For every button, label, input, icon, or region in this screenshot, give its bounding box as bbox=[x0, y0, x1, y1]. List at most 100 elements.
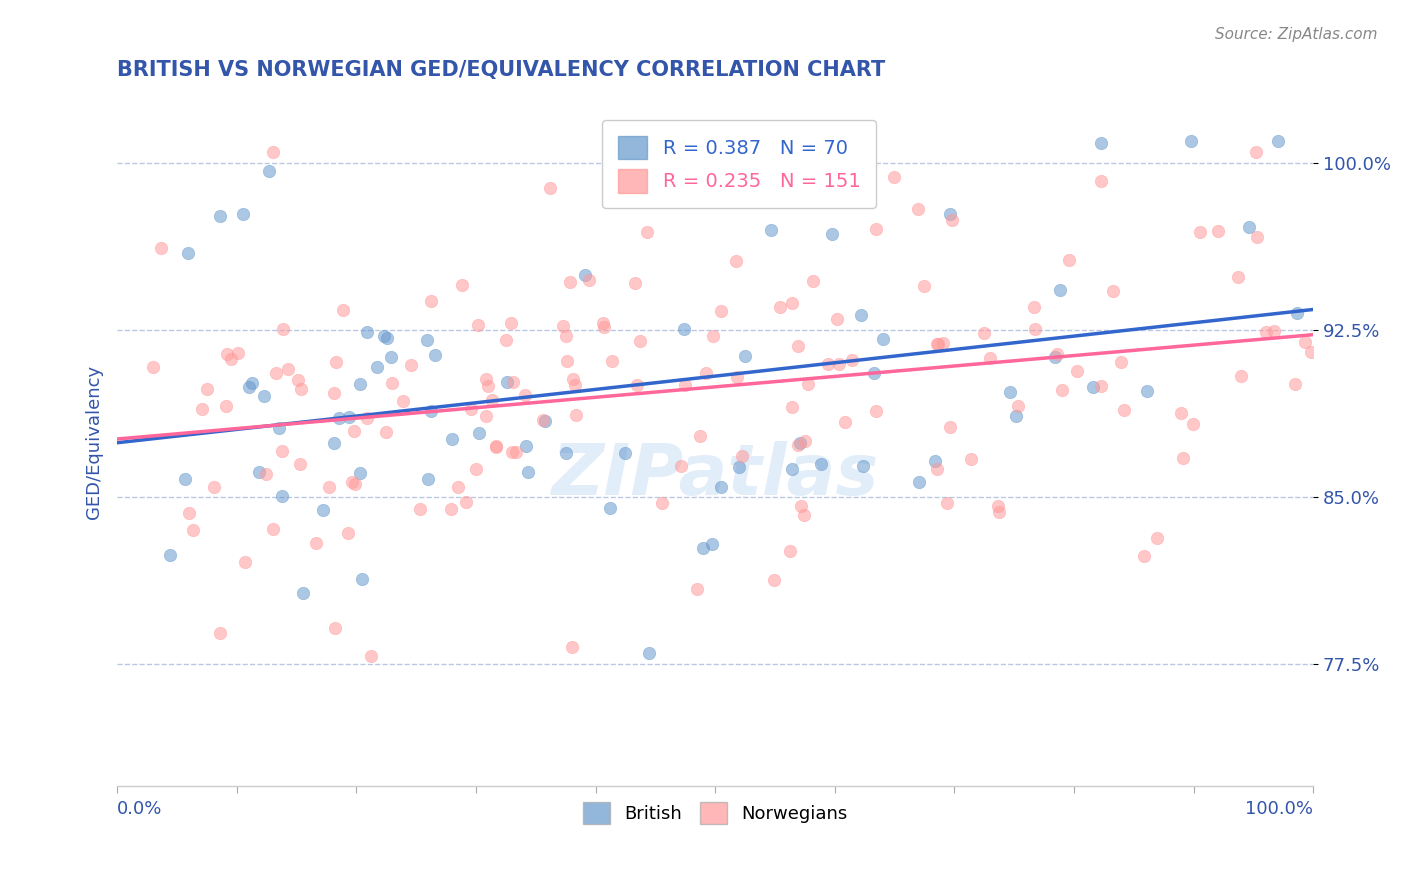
Point bbox=[790, 499, 813, 513]
Point bbox=[863, 367, 886, 381]
Point bbox=[501, 444, 523, 458]
Point bbox=[554, 329, 576, 343]
Point bbox=[1050, 384, 1073, 398]
Point bbox=[287, 373, 309, 387]
Point bbox=[183, 523, 205, 537]
Point bbox=[325, 355, 347, 369]
Point bbox=[290, 382, 312, 396]
Y-axis label: GED/Equivalency: GED/Equivalency bbox=[86, 365, 103, 518]
Point bbox=[271, 489, 294, 503]
Point bbox=[322, 386, 344, 401]
Point bbox=[446, 480, 468, 494]
Point bbox=[373, 329, 395, 343]
Point bbox=[495, 333, 517, 347]
Point bbox=[673, 378, 696, 392]
Point bbox=[232, 207, 254, 221]
Point bbox=[936, 496, 959, 510]
Point bbox=[159, 549, 181, 563]
Point bbox=[208, 626, 231, 640]
Point bbox=[782, 296, 804, 310]
Point bbox=[728, 460, 751, 475]
Point bbox=[195, 382, 218, 396]
Point bbox=[702, 537, 724, 551]
Point bbox=[501, 316, 523, 330]
Point bbox=[673, 321, 696, 335]
Point bbox=[925, 462, 948, 476]
Point bbox=[533, 413, 555, 427]
Point bbox=[1066, 364, 1088, 378]
Point bbox=[254, 467, 277, 481]
Point bbox=[366, 360, 388, 375]
Point bbox=[505, 444, 527, 458]
Point bbox=[780, 462, 803, 476]
Point bbox=[1043, 351, 1066, 365]
Point bbox=[380, 350, 402, 364]
Point bbox=[214, 399, 236, 413]
Point bbox=[628, 334, 651, 348]
Point bbox=[1237, 220, 1260, 235]
Point bbox=[562, 371, 585, 385]
Point bbox=[553, 318, 575, 333]
Point bbox=[1024, 322, 1046, 336]
Point bbox=[797, 376, 820, 391]
Point bbox=[1254, 325, 1277, 339]
Point bbox=[638, 646, 661, 660]
Point bbox=[454, 495, 477, 509]
Point bbox=[695, 366, 717, 380]
Point bbox=[1171, 451, 1194, 466]
Point bbox=[1057, 252, 1080, 267]
Point bbox=[502, 376, 524, 390]
Point bbox=[305, 536, 328, 550]
Point bbox=[515, 439, 537, 453]
Point bbox=[841, 353, 863, 368]
Point bbox=[793, 508, 815, 522]
Point bbox=[849, 308, 872, 322]
Point bbox=[801, 274, 824, 288]
Point bbox=[592, 316, 614, 330]
Point bbox=[779, 544, 801, 558]
Point bbox=[356, 325, 378, 339]
Point bbox=[613, 445, 636, 459]
Point bbox=[865, 221, 887, 235]
Point bbox=[692, 541, 714, 555]
Text: 100.0%: 100.0% bbox=[1246, 800, 1313, 818]
Point bbox=[262, 145, 284, 159]
Point bbox=[356, 410, 378, 425]
Point bbox=[173, 473, 195, 487]
Point bbox=[1109, 354, 1132, 368]
Point bbox=[578, 272, 600, 286]
Point bbox=[1090, 379, 1112, 393]
Point bbox=[671, 459, 693, 474]
Point bbox=[786, 438, 808, 452]
Point bbox=[377, 331, 399, 345]
Point bbox=[318, 480, 340, 494]
Point bbox=[1022, 301, 1045, 315]
Point bbox=[907, 202, 929, 217]
Point bbox=[257, 164, 280, 178]
Point bbox=[399, 358, 422, 372]
Point bbox=[960, 451, 983, 466]
Point bbox=[593, 320, 616, 334]
Point bbox=[176, 246, 198, 260]
Point bbox=[440, 432, 463, 446]
Point bbox=[416, 472, 439, 486]
Point bbox=[1227, 270, 1250, 285]
Point bbox=[626, 377, 648, 392]
Point bbox=[349, 467, 371, 481]
Point bbox=[264, 366, 287, 380]
Point bbox=[1170, 406, 1192, 420]
Point bbox=[710, 480, 733, 494]
Point bbox=[515, 388, 537, 402]
Point bbox=[221, 351, 243, 366]
Point bbox=[496, 375, 519, 389]
Point bbox=[724, 254, 747, 268]
Point bbox=[1286, 305, 1309, 319]
Point bbox=[409, 502, 432, 516]
Point bbox=[238, 380, 260, 394]
Point bbox=[328, 410, 350, 425]
Point bbox=[574, 268, 596, 283]
Point bbox=[564, 377, 586, 392]
Point bbox=[1090, 136, 1112, 150]
Point bbox=[288, 457, 311, 471]
Point bbox=[1246, 230, 1268, 244]
